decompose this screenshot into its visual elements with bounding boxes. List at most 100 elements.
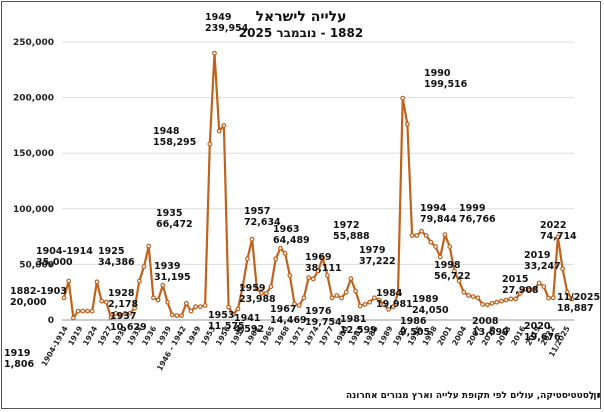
data-point (564, 289, 570, 295)
chart-svg: 0 50,000 100,000 150,000 200,000 250,000 1904-… (4, 9, 600, 401)
data-label: 1935 (156, 208, 182, 219)
data-label: 158,295 (153, 137, 196, 148)
data-point (343, 289, 349, 295)
data-label: 13,699 (472, 327, 509, 338)
data-point (419, 228, 424, 234)
data-point (550, 295, 556, 301)
data-label: 239,954 (205, 23, 249, 34)
chart-title: עלייה לישראל (256, 9, 347, 25)
data-point (249, 236, 255, 242)
data-label: 9,505 (400, 327, 430, 338)
data-label: 18,887 (557, 303, 594, 314)
data-label: 199,516 (424, 79, 468, 90)
data-point (428, 239, 434, 245)
data-point (353, 288, 359, 294)
data-point (532, 286, 537, 292)
data-label: 11,575 (208, 321, 245, 332)
data-point (169, 312, 175, 318)
data-point (165, 299, 170, 305)
data-label: 2008 (472, 316, 499, 327)
data-point (508, 296, 514, 302)
y-tick-label: 50,000 (19, 260, 54, 270)
data-point (268, 284, 274, 290)
data-label: 1994 (420, 203, 447, 214)
data-label: 1939 (154, 261, 180, 272)
data-point (517, 290, 523, 296)
data-point (108, 315, 114, 321)
data-point (527, 287, 533, 293)
data-label: 38,111 (305, 263, 342, 274)
data-point (259, 290, 265, 296)
data-point (94, 279, 100, 285)
data-point (433, 244, 439, 250)
data-label: 1986 (400, 316, 427, 327)
data-label: 1925 (98, 246, 124, 257)
data-label: 66,472 (156, 219, 193, 230)
data-point (541, 284, 547, 290)
chart-subtitle: 1882 - נובמבר 2025 (239, 26, 363, 40)
data-point (475, 295, 481, 301)
data-point (179, 313, 185, 319)
data-label: 74,714 (540, 231, 577, 242)
data-label: 19,676 (524, 332, 561, 343)
footer-source: המקור: הלשכה המרכזית לסטטיסטיקה, עולים ל… (346, 391, 600, 401)
data-point (489, 300, 495, 306)
data-point (423, 233, 429, 238)
data-label: 1937 (110, 311, 136, 322)
data-label: 1953 (208, 310, 234, 321)
data-point (155, 297, 161, 303)
grid-layer (62, 41, 574, 321)
data-label: 1882-1903 (10, 286, 67, 297)
data-point (80, 308, 86, 314)
data-point (174, 313, 180, 319)
data-label: 1967 (270, 304, 296, 315)
data-point (546, 295, 551, 301)
data-point (202, 303, 208, 308)
data-point (447, 244, 453, 250)
data-label: 1984 (376, 288, 403, 299)
data-label: 1941 (234, 313, 260, 324)
data-label: 1963 (273, 224, 299, 235)
data-label: 4,592 (234, 324, 264, 335)
data-label: 11/2025 (557, 292, 600, 303)
data-point (282, 250, 288, 256)
data-point (357, 303, 363, 309)
data-label: 1998 (434, 260, 461, 271)
data-point (150, 295, 156, 301)
data-point (244, 256, 250, 262)
data-point (466, 293, 471, 298)
data-point (122, 310, 128, 316)
data-point (484, 302, 490, 308)
data-point (193, 304, 199, 310)
data-label: 19,754 (305, 317, 342, 328)
y-tick-label: 200,000 (13, 94, 54, 104)
data-label: 55,888 (333, 231, 370, 242)
data-label: 1959 (239, 283, 265, 294)
data-point (66, 278, 72, 284)
data-label: 2015 (502, 274, 528, 285)
data-label: 64,489 (273, 235, 310, 246)
data-point (278, 245, 283, 251)
data-point (414, 233, 420, 238)
data-label: 12,599 (340, 325, 377, 336)
data-point (310, 276, 316, 282)
data-label: 20,000 (10, 297, 47, 308)
data-point (197, 304, 203, 310)
data-point (301, 295, 307, 301)
data-label: 1979 (359, 245, 385, 256)
y-tick-label: 250,000 (13, 38, 54, 48)
data-point (183, 300, 189, 306)
data-point (372, 295, 377, 301)
data-point (315, 268, 321, 274)
data-point (513, 296, 518, 302)
data-label: 14,469 (270, 315, 307, 326)
series-line (62, 52, 573, 320)
data-label: 1976 (305, 306, 332, 317)
data-point (334, 293, 340, 298)
label-layer: 1882-190320,0001904-191435,00019191,8061… (4, 12, 600, 370)
data-point (70, 315, 76, 321)
data-label: 1949 (205, 12, 231, 23)
data-point (536, 280, 542, 286)
y-tick-label: 150,000 (13, 149, 54, 159)
